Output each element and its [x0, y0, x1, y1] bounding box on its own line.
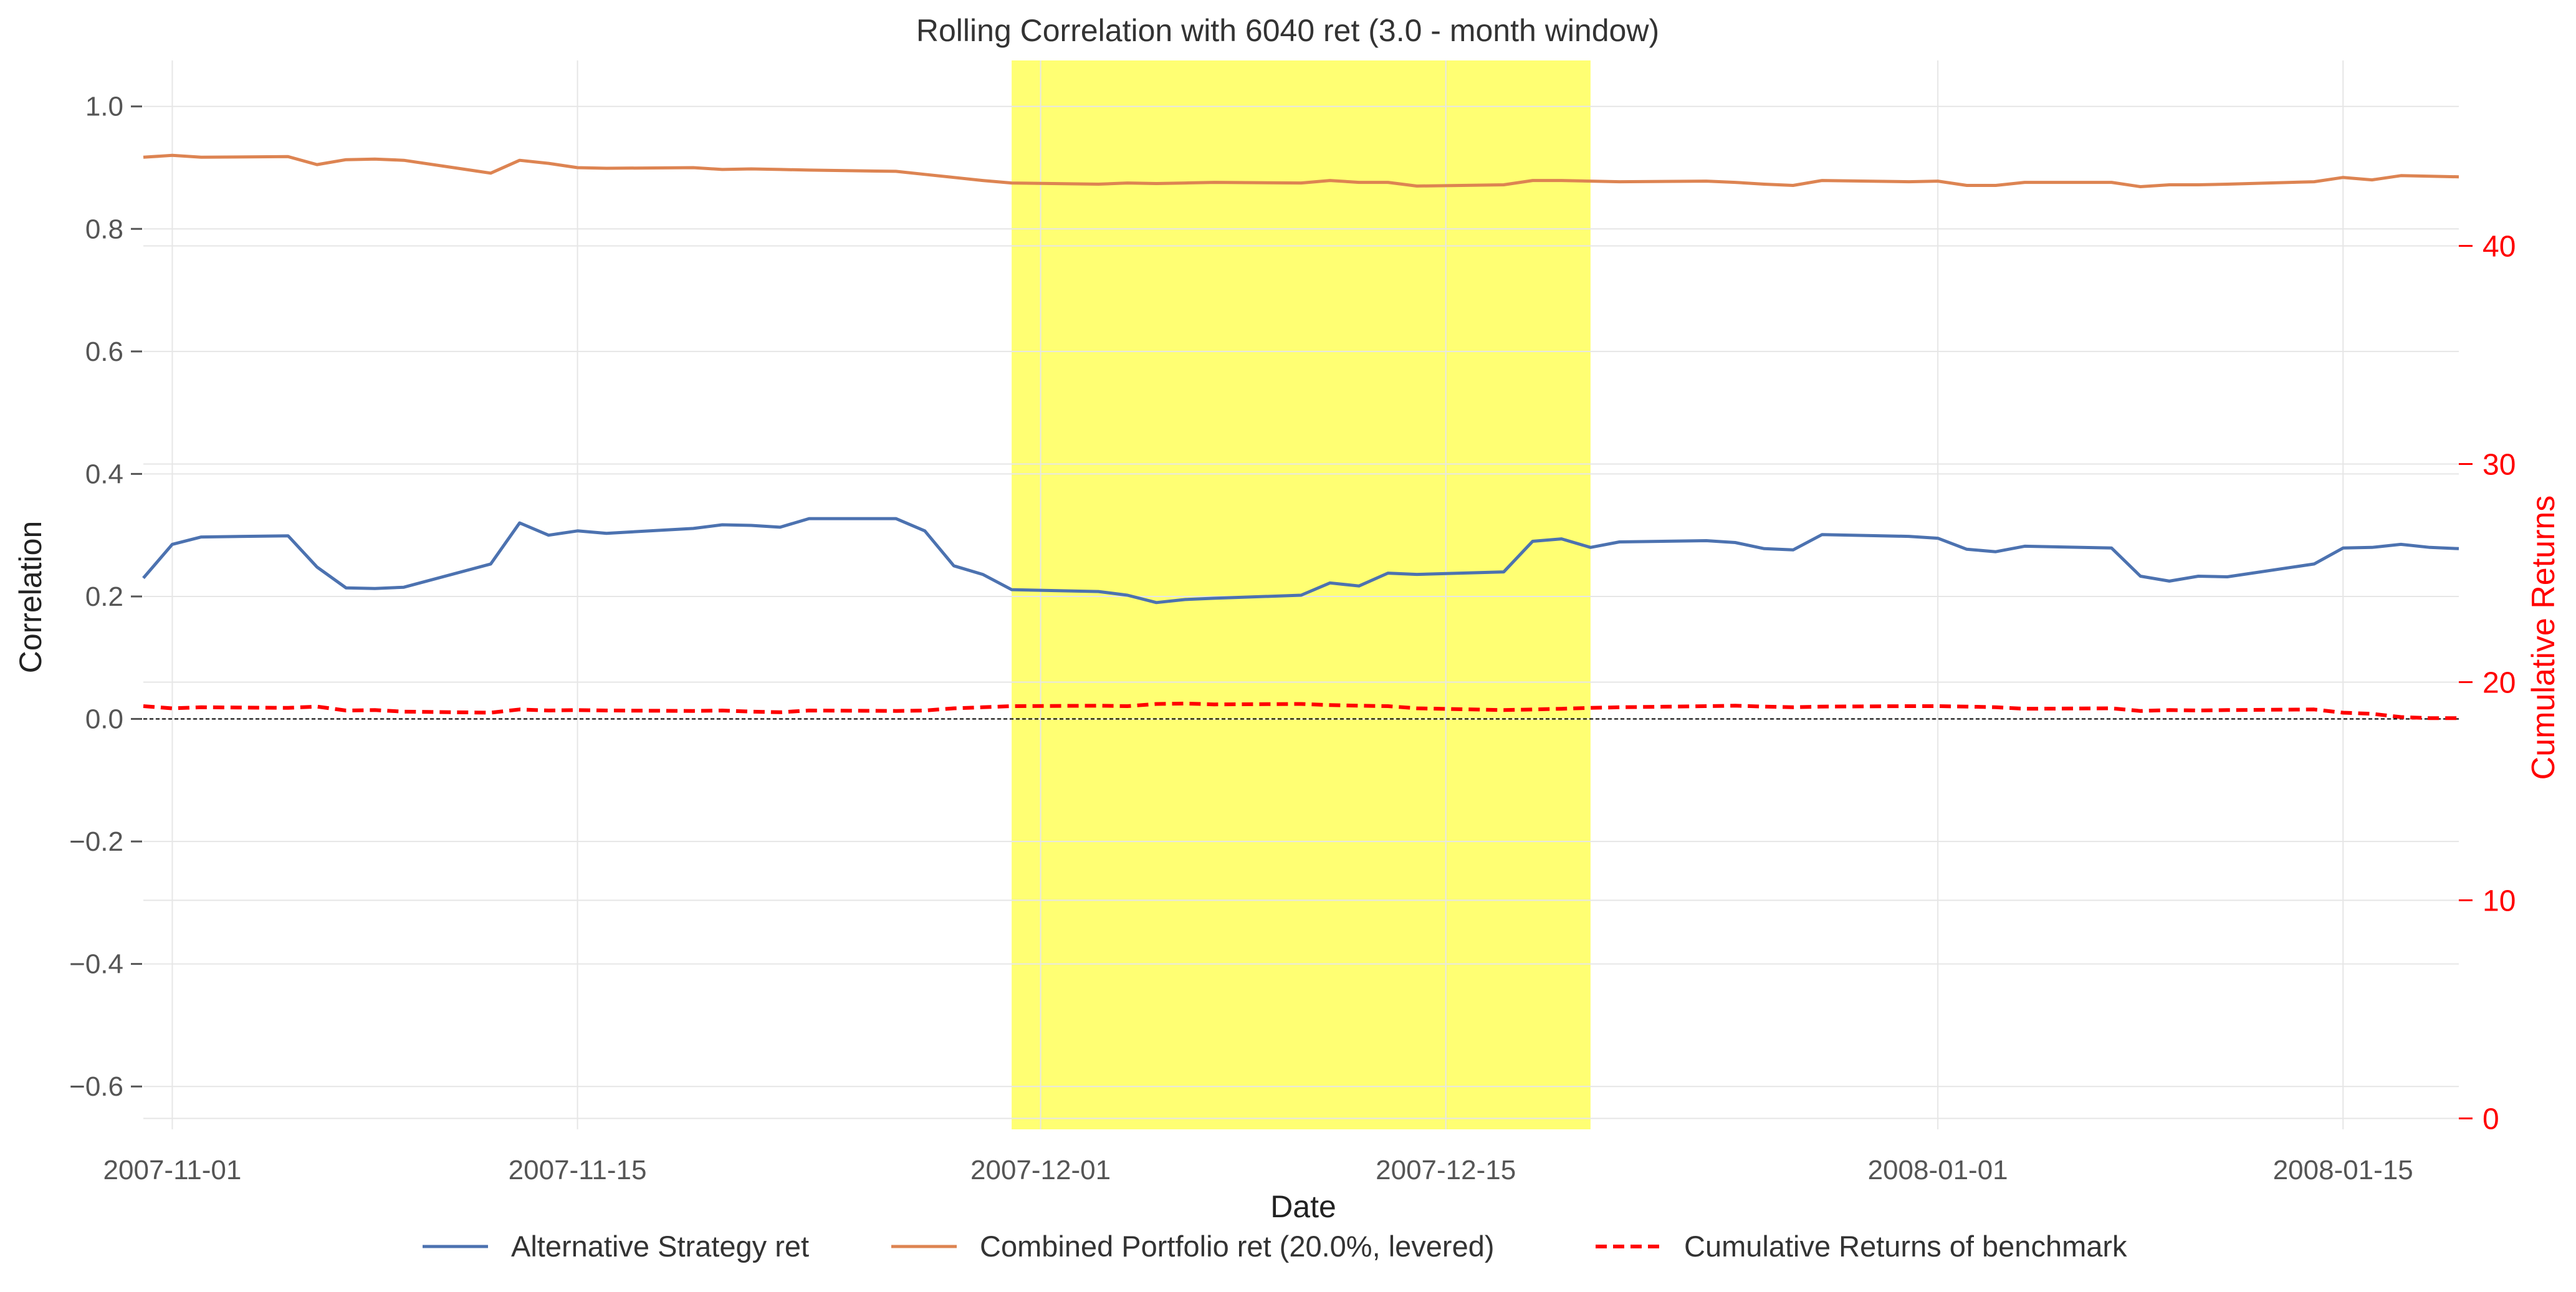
- x-tick-label: 2007-12-15: [1376, 1155, 1516, 1185]
- x-tick-label: 2008-01-15: [2273, 1155, 2413, 1185]
- y-tick-label: −0.2: [69, 826, 123, 857]
- y-tick-label: 0.0: [85, 704, 123, 735]
- series-line-2: [143, 153, 2459, 188]
- x-axis-label: Date: [1270, 1189, 1336, 1224]
- right-tick-label: 10: [2483, 885, 2516, 918]
- series-line-3: [143, 701, 2459, 720]
- y-axis-label: Correlation: [13, 521, 48, 674]
- legend-label-1: Alternative Strategy ret: [511, 1230, 809, 1263]
- x-tick-label: 2007-11-15: [509, 1155, 647, 1185]
- y-tick-label: 0.8: [85, 214, 123, 244]
- y-tick-label: 0.4: [85, 459, 123, 489]
- right-tick-label: 30: [2483, 449, 2516, 482]
- legend-label-3: Cumulative Returns of benchmark: [1684, 1230, 2127, 1263]
- right-tick-label: 0: [2483, 1103, 2499, 1136]
- x-tick-label: 2007-12-01: [970, 1155, 1111, 1185]
- right-tick-label: 40: [2483, 231, 2516, 264]
- right-axis-ticks: 0 10 20 30 40: [2459, 231, 2516, 1136]
- y-tick-label: 0.6: [85, 337, 123, 367]
- y-tick-label: 1.0: [85, 92, 123, 122]
- x-tick-label: 2007-11-01: [103, 1155, 242, 1185]
- x-tick-label: 2008-01-01: [1868, 1155, 2008, 1185]
- y-tick-label: 0.2: [85, 581, 123, 612]
- y-tick-label: −0.6: [69, 1071, 123, 1102]
- right-y-axis-label: Cumulative Returns: [2526, 495, 2562, 780]
- grid-lines: [143, 60, 2459, 1129]
- y-tick-label: −0.4: [69, 949, 123, 980]
- y-axis-ticks: −0.6 −0.4 −0.2 0.0 0.2 0.4 0.6 0.8 1.0: [69, 92, 142, 1102]
- legend: Alternative Strategy ret Combined Portfol…: [423, 1230, 2127, 1263]
- series-line-1: [142, 517, 2459, 605]
- legend-label-2: Combined Portfolio ret (20.0%, levered): [980, 1230, 1495, 1263]
- series-lines: [142, 153, 2459, 720]
- right-tick-label: 20: [2483, 667, 2516, 700]
- x-axis-ticks: 2007-11-01 2007-11-15 2007-12-01 2007-12-15…: [103, 1155, 2413, 1185]
- chart-title: Rolling Correlation with 6040 ret (3.0 -…: [916, 13, 1659, 48]
